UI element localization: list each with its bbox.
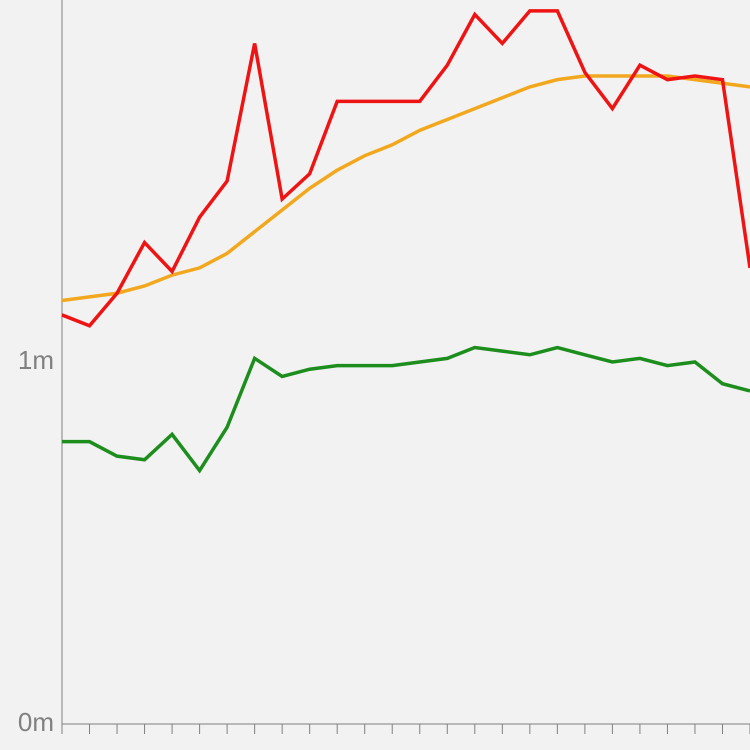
chart-svg: 0m 1m <box>0 0 750 750</box>
line-chart: 0m 1m <box>0 0 750 750</box>
y-tick-label: 0m <box>18 707 54 737</box>
y-tick-label: 1m <box>18 345 54 375</box>
